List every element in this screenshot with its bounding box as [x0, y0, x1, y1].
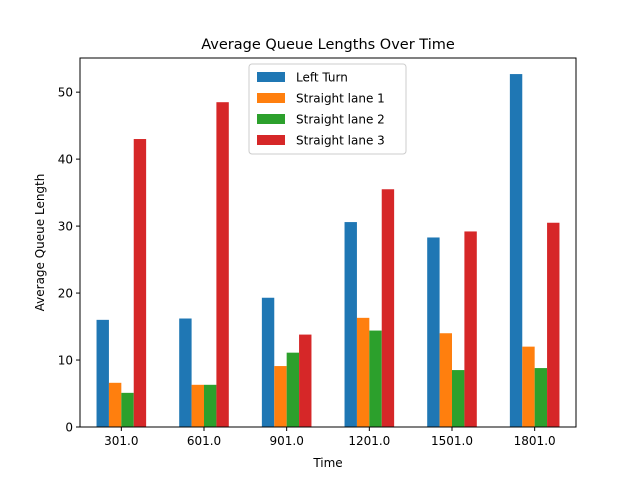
bar-straight-lane-2-301.0 [121, 392, 134, 427]
bar-straight-lane-3-1801.0 [547, 222, 560, 427]
x-tick-label: 301.0 [104, 434, 138, 448]
y-axis: 0 10 20 30 40 50 [58, 86, 80, 435]
x-tick-label: 601.0 [187, 434, 221, 448]
legend-box [248, 63, 407, 155]
bar-straight-lane-3-1201.0 [381, 189, 395, 427]
bar-straight-lane-3-301.0 [133, 139, 147, 428]
bar-left-turn-301.0 [96, 319, 109, 427]
y-tick-label: 10 [58, 354, 73, 368]
bar-left-turn-601.0 [179, 318, 192, 427]
bar-straight-lane-1-301.0 [108, 382, 122, 427]
bar-straight-lane-1-1801.0 [522, 346, 535, 427]
y-tick-label: 50 [58, 86, 73, 100]
bar-straight-lane-1-901.0 [274, 366, 287, 427]
x-tick-label: 901.0 [269, 434, 303, 448]
y-tick-label: 30 [58, 220, 73, 234]
bar-straight-lane-2-1801.0 [534, 368, 548, 427]
bar-left-turn-1501.0 [427, 237, 440, 427]
bar-straight-lane-3-601.0 [216, 102, 229, 427]
legend-swatch [257, 93, 285, 103]
legend-label: Left Turn [296, 71, 348, 85]
bar-straight-lane-1-1501.0 [439, 333, 452, 427]
chart-title: Average Queue Lengths Over Time [201, 37, 455, 53]
plot-frame [79, 57, 577, 428]
bar-left-turn-1201.0 [344, 222, 357, 427]
y-tick-label: 40 [58, 153, 73, 167]
bar-straight-lane-3-901.0 [299, 334, 312, 427]
bar-left-turn-901.0 [261, 297, 275, 427]
bar-straight-lane-2-1201.0 [369, 330, 382, 427]
bar-straight-lane-2-901.0 [286, 352, 300, 427]
legend-label: Straight lane 3 [296, 134, 385, 148]
y-tick-label: 0 [65, 421, 73, 435]
legend-swatch [257, 135, 285, 145]
x-tick-label: 1201.0 [348, 434, 390, 448]
legend-label: Straight lane 1 [296, 92, 385, 106]
bar-straight-lane-3-1501.0 [464, 231, 477, 427]
bars-group [96, 74, 560, 428]
x-tick-label: 1801.0 [514, 434, 556, 448]
x-axis: 301.0 601.0 901.0 1201.0 1501.0 1801.0 [104, 427, 556, 448]
x-axis-label: Time [312, 456, 342, 470]
bar-straight-lane-1-1201.0 [356, 317, 370, 427]
x-tick-label: 1501.0 [431, 434, 473, 448]
legend: Left Turn Straight lane 1 Straight lane 2 S… [248, 63, 407, 155]
legend-swatch [257, 72, 285, 82]
y-axis-label: Average Queue Length [33, 174, 47, 312]
bar-left-turn-1801.0 [509, 74, 523, 427]
bar-straight-lane-1-601.0 [191, 384, 204, 427]
bar-straight-lane-2-1501.0 [452, 370, 465, 427]
legend-swatch [257, 114, 285, 124]
legend-label: Straight lane 2 [296, 113, 385, 127]
bar-straight-lane-2-601.0 [204, 384, 217, 427]
y-tick-label: 20 [58, 287, 73, 301]
